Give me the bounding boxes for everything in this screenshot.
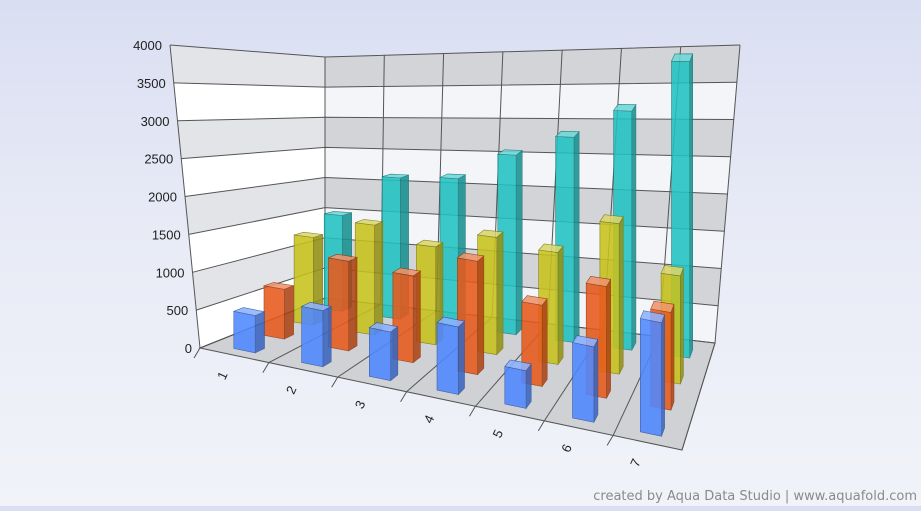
bar-face xyxy=(369,328,390,381)
x-tick-label: 3 xyxy=(352,398,369,411)
bar xyxy=(355,219,383,335)
x-tick-label: 7 xyxy=(627,456,644,469)
y-tick-label: 3500 xyxy=(137,76,166,91)
bar xyxy=(573,335,598,422)
bar-face xyxy=(302,306,323,366)
bar-face xyxy=(574,132,579,343)
x-tick xyxy=(401,392,407,402)
bar-face xyxy=(391,327,398,381)
x-tick-label: 2 xyxy=(283,384,300,397)
x-tick-label: 5 xyxy=(489,427,506,440)
bar-face xyxy=(558,246,563,364)
bar-face xyxy=(516,151,522,335)
bar-face xyxy=(323,306,331,366)
watermark: created by Aqua Data Studio | www.aquafo… xyxy=(593,489,917,504)
bar xyxy=(437,317,465,394)
x-tick xyxy=(263,363,269,373)
bar xyxy=(505,360,531,409)
bar-face xyxy=(594,340,598,423)
bar-face xyxy=(690,54,693,358)
bar xyxy=(302,302,332,367)
bar-face xyxy=(672,54,693,62)
bar-face xyxy=(349,257,357,351)
bar-face xyxy=(619,217,623,375)
x-tick-label: 6 xyxy=(558,442,575,455)
bar-face xyxy=(264,286,284,339)
bar-face xyxy=(437,323,458,395)
bar-face xyxy=(413,271,420,363)
y-tick-label: 3000 xyxy=(141,114,170,129)
x-tick xyxy=(332,377,338,387)
bar xyxy=(264,282,294,339)
bar-face xyxy=(662,315,665,437)
bar-face xyxy=(640,319,661,437)
bar-face xyxy=(607,279,611,398)
bar-face xyxy=(680,268,683,384)
bar-face xyxy=(671,304,674,410)
bar-face xyxy=(497,232,503,355)
side-wall-band xyxy=(174,83,325,121)
bar xyxy=(328,254,357,351)
y-tick-label: 1000 xyxy=(156,265,185,280)
x-tick xyxy=(607,435,613,445)
bar-face xyxy=(573,343,594,423)
bar-face xyxy=(284,286,293,339)
bar-face xyxy=(355,223,374,335)
y-tick-label: 0 xyxy=(185,341,192,356)
bar-face xyxy=(526,364,531,408)
x-tick xyxy=(538,421,544,431)
bar-face xyxy=(614,104,636,111)
bar-face xyxy=(255,312,264,353)
bar-face xyxy=(542,299,547,387)
bar-face xyxy=(632,105,636,351)
x-tick xyxy=(469,406,475,416)
y-tick-label: 2000 xyxy=(148,190,177,205)
bar-face xyxy=(505,366,526,408)
y-tick-label: 2500 xyxy=(144,152,173,167)
bar xyxy=(369,323,398,381)
x-tick-label: 1 xyxy=(214,369,231,382)
bar-face xyxy=(458,321,464,394)
bar-face xyxy=(478,256,484,375)
bar xyxy=(640,311,664,437)
y-tick-label: 500 xyxy=(167,303,189,318)
y-tick-label: 1500 xyxy=(152,227,181,242)
y-tick-label: 4000 xyxy=(133,38,162,53)
bar-face xyxy=(234,311,255,353)
bar xyxy=(234,308,265,353)
bar-face xyxy=(375,222,383,335)
x-tick-label: 4 xyxy=(421,413,438,426)
x-tick xyxy=(194,348,200,358)
